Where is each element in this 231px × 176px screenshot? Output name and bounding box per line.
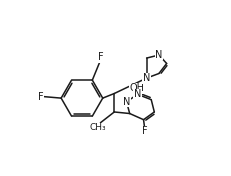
Text: F: F <box>97 52 103 62</box>
Text: N: N <box>142 73 150 83</box>
Text: N: N <box>133 89 140 99</box>
Text: N: N <box>155 50 162 60</box>
Text: CH₃: CH₃ <box>89 123 106 132</box>
Text: OH: OH <box>129 83 144 93</box>
Text: N: N <box>122 97 130 107</box>
Text: F: F <box>142 126 147 136</box>
Text: F: F <box>37 92 43 102</box>
